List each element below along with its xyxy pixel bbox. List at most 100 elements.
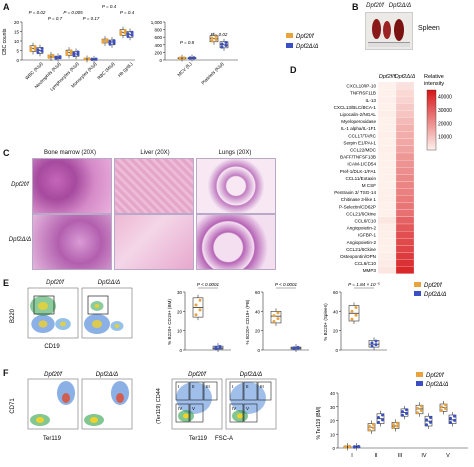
d-cell-ctrl	[377, 223, 397, 232]
e1-box-ctrl-point	[198, 308, 202, 312]
a-right-y-tick-label: 400	[154, 43, 162, 48]
d-cell-ko	[395, 238, 415, 246]
d-row-label: CCL17/TARC	[348, 133, 376, 138]
panel-a-legend: Dpf2f/f Dpf2Δ/Δ	[286, 33, 318, 50]
d-cell-ctrl	[377, 238, 397, 246]
a-left-y-tick-label: 5	[16, 49, 19, 54]
e-facs-core	[38, 302, 48, 310]
d-cell-ctrl	[377, 131, 397, 139]
e-legend-ko-label: Dpf2Δ/Δ	[424, 292, 446, 298]
a-right-category: MCV (fL)	[176, 61, 193, 78]
a-right-box-ctrl-point	[214, 37, 218, 41]
e3-y-tick-label: 60	[333, 290, 339, 295]
a-right-pvalue: P = 0.8	[180, 40, 195, 45]
f-box-ko	[448, 414, 457, 424]
d-row-label: P-Selectin/CD62P	[339, 204, 376, 209]
f-box-ko-point	[381, 418, 384, 422]
a-right-box-ko-point	[220, 45, 224, 49]
d-cell-ctrl	[377, 252, 397, 260]
a-left-box-ko-point	[54, 55, 58, 59]
f-box-ctrl-point	[444, 407, 447, 411]
d-legend-gradient	[427, 94, 436, 97]
d-row-label: M CSF	[362, 183, 376, 188]
d-legend-gradient	[427, 128, 436, 131]
d-legend-gradient	[427, 134, 436, 137]
e3-box-ctrl-point	[350, 317, 354, 321]
e2-y-tick-label: 20	[255, 329, 261, 334]
d-cell-ko	[395, 103, 415, 111]
e1-box-ko	[212, 345, 224, 350]
f-box-ctrl-point	[348, 444, 351, 448]
f-y-tick-label: 30	[330, 405, 336, 410]
a-left-box-ko-point	[130, 33, 134, 37]
legend-ctrl-swatch	[286, 33, 293, 38]
e-facs-gate	[33, 295, 55, 315]
e3-box-ko-point	[370, 344, 374, 348]
d-legend-gradient	[427, 92, 436, 95]
d-cell-ctrl	[377, 145, 397, 154]
d-row-label: CCL22/MDC	[350, 148, 377, 153]
d-legend-gradient	[427, 130, 436, 133]
d-cell-ctrl	[377, 138, 397, 147]
a-left-box-ko-point	[108, 40, 112, 44]
panel-e-facs-ctrl-title: Dpf2f/f	[46, 280, 64, 286]
f-box-ctrl-point	[420, 404, 423, 408]
f-ylabel: % Ter119 (BM)	[316, 406, 322, 439]
e-legend-ko-swatch	[414, 291, 421, 296]
panel-e-facs: B220 CD19	[10, 287, 133, 350]
panel-c-col-liver: Liver (20X)	[140, 150, 170, 156]
a-left-box-ko-point	[90, 57, 94, 61]
e-legend-ctrl-swatch	[414, 282, 421, 287]
f-box-ko-point	[425, 423, 428, 427]
e2-box-ctrl-point	[276, 317, 280, 321]
d-legend-gradient	[427, 114, 436, 117]
panel-a-label: A	[3, 2, 10, 12]
d-cell-ko	[395, 96, 415, 104]
d-cell-ko	[395, 195, 415, 203]
f-facs-title: Dpf2f/f	[44, 372, 63, 378]
d-legend-gradient	[427, 116, 436, 119]
a-left-pvalue: P = 0.005	[63, 10, 83, 15]
d-cell-ko	[395, 259, 415, 267]
e1-box-ctrl-point	[194, 303, 198, 307]
f-facs-gate-label: II	[246, 384, 249, 389]
d-legend-gradient	[427, 138, 436, 141]
e1-box-ctrl-point	[194, 313, 198, 317]
d-cell-ctrl	[377, 209, 397, 218]
a-left-box-ko-point	[72, 54, 76, 58]
e-facs-core	[114, 324, 120, 328]
e3-box-ctrl-point	[350, 309, 354, 313]
d-legend-gradient	[427, 98, 436, 101]
f-facs-gate	[229, 381, 244, 401]
d-col-ctrl: Dpf2f/f	[379, 74, 396, 80]
f-box-ko-point	[453, 414, 456, 418]
d-cell-ko	[395, 223, 415, 232]
a-left-box-ko-point	[40, 46, 44, 50]
a-left-box-ctrl-point	[47, 54, 51, 58]
f-box-ctrl-point	[396, 424, 399, 428]
f-category: V	[446, 453, 450, 459]
a-left-y-tick-label: 15	[14, 30, 20, 35]
d-legend-gradient	[427, 124, 436, 127]
histo-liver-ctrl	[114, 158, 194, 214]
d-cell-ko	[395, 159, 415, 168]
panel-d-label: D	[290, 65, 297, 75]
f-box-ko-point	[429, 420, 432, 424]
e2-y-tick-label: 40	[255, 309, 261, 314]
d-legend-gradient	[427, 142, 436, 145]
d-row-label: CCL21/6Ckine	[346, 247, 376, 252]
histo-lungs-ctrl	[196, 158, 276, 214]
a-left-box-ko-point	[72, 51, 76, 55]
e2-box-ctrl-point	[276, 311, 280, 315]
f-box-ko-point	[425, 418, 428, 422]
d-row-label: Serpin E1/PAI-1	[343, 140, 376, 145]
panel-c-col-bone-marrow: Bone marrow (20X)	[43, 150, 97, 156]
a-right-box-ko-point	[188, 56, 192, 60]
d-row-label: IL-13	[366, 98, 377, 103]
a-left-box-ko-point	[36, 51, 40, 55]
d-cell-ko	[395, 209, 415, 218]
d-cell-ko	[395, 152, 415, 161]
f-facs-gate	[189, 381, 204, 401]
f-legend-ctrl-label: Dpf2f/f	[426, 373, 445, 379]
